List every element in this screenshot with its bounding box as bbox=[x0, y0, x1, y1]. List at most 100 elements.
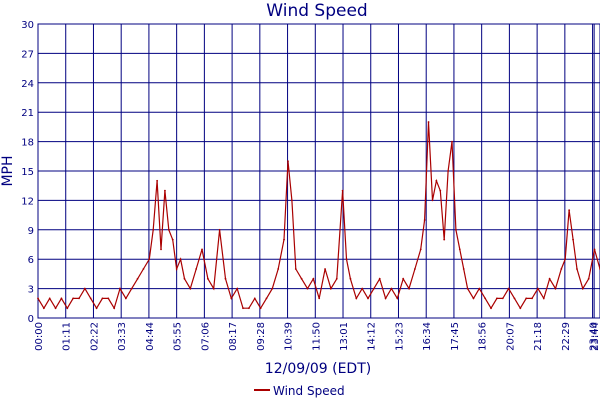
x-tick-label: 21:18 bbox=[533, 322, 544, 351]
data-point bbox=[390, 287, 393, 290]
x-tick-label: 08:17 bbox=[228, 322, 239, 351]
data-point bbox=[568, 209, 571, 212]
data-point bbox=[224, 277, 227, 280]
x-tick-label: 23:40 bbox=[589, 322, 600, 351]
data-point bbox=[372, 287, 375, 290]
data-point bbox=[525, 297, 528, 300]
data-point bbox=[212, 287, 215, 290]
data-point bbox=[447, 170, 449, 172]
x-tick-label: 17:45 bbox=[450, 322, 461, 351]
data-point bbox=[472, 297, 475, 300]
y-axis-ticks: 0 3 6 9 12 15 18 21 24 27 30 bbox=[21, 20, 34, 325]
y-tick-label: 15 bbox=[21, 167, 34, 178]
chart-title: Wind Speed bbox=[266, 1, 367, 21]
data-point bbox=[83, 287, 86, 290]
x-tick-label: 05:55 bbox=[173, 322, 184, 351]
data-point bbox=[537, 287, 539, 290]
data-point bbox=[345, 258, 348, 261]
data-point bbox=[183, 277, 186, 280]
x-tick-label: 16:34 bbox=[422, 322, 433, 351]
data-point bbox=[271, 287, 274, 290]
data-point bbox=[312, 277, 315, 280]
series-layer bbox=[37, 121, 600, 310]
data-point bbox=[355, 297, 358, 300]
data-point bbox=[513, 297, 516, 300]
data-point bbox=[349, 277, 352, 280]
data-point bbox=[324, 268, 326, 270]
data-point bbox=[230, 297, 233, 300]
data-point bbox=[384, 297, 387, 300]
data-point bbox=[60, 297, 63, 300]
data-point bbox=[201, 248, 203, 251]
data-point bbox=[431, 199, 434, 202]
legend: Wind Speed bbox=[254, 384, 345, 398]
data-point bbox=[554, 287, 557, 290]
y-tick-label: 3 bbox=[28, 285, 34, 296]
y-tick-label: 6 bbox=[28, 255, 34, 266]
data-point bbox=[451, 140, 453, 143]
data-point bbox=[107, 297, 110, 300]
data-point bbox=[156, 179, 159, 182]
data-point bbox=[189, 287, 192, 290]
data-point bbox=[300, 277, 303, 280]
data-point bbox=[427, 121, 430, 123]
data-point bbox=[48, 297, 51, 300]
y-tick-label: 0 bbox=[28, 314, 34, 325]
data-point bbox=[423, 219, 426, 221]
x-tick-label: 23:44 bbox=[590, 322, 600, 351]
data-point bbox=[587, 277, 590, 280]
x-tick-label: 14:12 bbox=[367, 322, 378, 351]
data-point bbox=[478, 287, 481, 290]
data-point bbox=[164, 189, 166, 192]
data-point bbox=[318, 297, 321, 300]
x-axis-label: 12/09/09 (EDT) bbox=[265, 361, 371, 377]
data-point bbox=[402, 277, 405, 280]
x-tick-label: 00:00 bbox=[34, 322, 45, 351]
data-point bbox=[54, 307, 57, 310]
legend-label: Wind Speed bbox=[273, 384, 345, 398]
data-point bbox=[130, 287, 133, 290]
data-point bbox=[236, 287, 239, 290]
data-point bbox=[294, 268, 297, 270]
data-point bbox=[287, 160, 289, 163]
x-tick-label: 07:06 bbox=[200, 322, 211, 351]
data-point bbox=[581, 287, 584, 290]
data-point bbox=[101, 297, 104, 300]
data-point bbox=[265, 297, 268, 300]
data-point bbox=[361, 287, 364, 290]
data-point bbox=[542, 297, 545, 300]
data-point bbox=[593, 248, 596, 251]
x-tick-label: 11:50 bbox=[311, 322, 322, 351]
data-point bbox=[167, 228, 170, 231]
data-point bbox=[37, 297, 39, 300]
data-point bbox=[367, 297, 369, 300]
data-point bbox=[413, 268, 416, 270]
data-point bbox=[253, 297, 256, 300]
y-axis-label: MPH bbox=[0, 155, 16, 186]
y-tick-label: 30 bbox=[21, 20, 34, 31]
data-point bbox=[72, 297, 75, 300]
data-point bbox=[548, 277, 551, 280]
x-tick-label: 13:01 bbox=[339, 322, 350, 351]
data-point bbox=[218, 228, 221, 231]
x-tick-label: 04:44 bbox=[145, 322, 156, 351]
data-point bbox=[148, 258, 151, 261]
data-point bbox=[330, 287, 332, 290]
data-point bbox=[113, 307, 116, 310]
data-point bbox=[142, 268, 145, 270]
y-tick-label: 21 bbox=[21, 108, 34, 119]
data-point bbox=[42, 307, 45, 310]
data-point bbox=[576, 268, 578, 270]
data-point bbox=[495, 297, 498, 300]
data-point bbox=[242, 307, 244, 310]
data-point bbox=[458, 248, 461, 251]
data-point bbox=[171, 238, 174, 241]
data-point bbox=[462, 268, 465, 270]
data-point bbox=[560, 268, 563, 270]
data-point bbox=[179, 258, 182, 261]
data-point bbox=[519, 307, 522, 310]
data-point bbox=[152, 228, 155, 231]
x-tick-label: 15:23 bbox=[394, 322, 405, 351]
data-point bbox=[89, 297, 92, 300]
data-point bbox=[119, 287, 121, 290]
